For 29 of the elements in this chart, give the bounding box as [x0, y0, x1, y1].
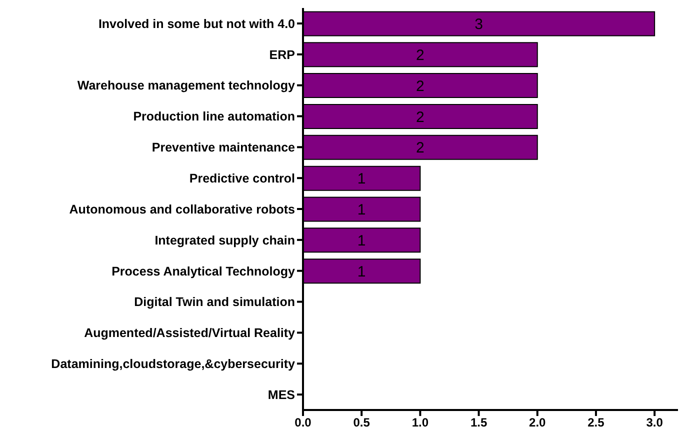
y-tick-label: Autonomous and collaborative robots [69, 202, 296, 216]
x-tick-label: 0.5 [353, 416, 370, 430]
data-label: 1 [357, 170, 366, 188]
y-tick-label: Process Analytical Technology [112, 264, 296, 278]
data-label: 2 [416, 140, 424, 157]
data-label: 2 [416, 46, 424, 64]
x-tick-label: 1.0 [412, 416, 429, 430]
y-tick-label: Involved in some but not with 4.0 [98, 16, 296, 31]
y-tick-label: Augmented/Assisted/Virtual Reality [84, 326, 296, 340]
y-tick-label: Preventive maintenance [152, 140, 296, 155]
y-tick-label: Integrated supply chain [154, 233, 295, 248]
data-label: 1 [357, 232, 366, 250]
y-tick-label: ERP [269, 48, 295, 62]
x-tick-label: 2.5 [588, 416, 605, 430]
x-tick-label: 3.0 [646, 416, 664, 430]
data-label: 2 [416, 108, 424, 126]
y-tick-label: Datamining,cloudstorage,&cybersecurity [51, 357, 296, 372]
y-tick-label: Warehouse management technology [77, 78, 296, 93]
y-tick-label: MES [268, 388, 295, 402]
y-tick-label: Production line automation [133, 110, 295, 124]
y-tick-label: Predictive control [189, 172, 295, 186]
data-label: 3 [474, 16, 483, 34]
data-label: 2 [416, 78, 424, 95]
x-tick-label: 2.0 [529, 416, 546, 430]
data-label: 1 [357, 202, 366, 219]
y-tick-label: Digital Twin and simulation [134, 295, 295, 310]
x-tick-label: 1.5 [470, 416, 488, 430]
x-tick-label: 0.0 [294, 416, 312, 430]
data-label: 1 [357, 263, 366, 280]
